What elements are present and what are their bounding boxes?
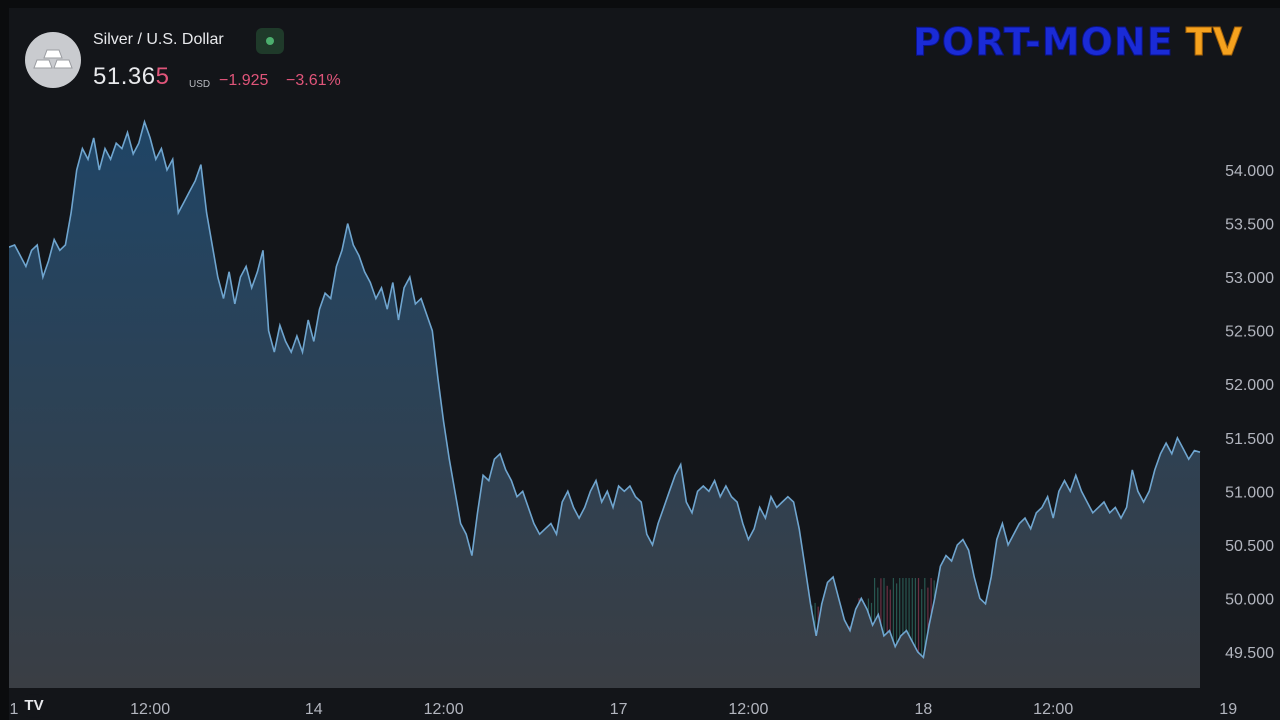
last-price: 51.365 [93,63,169,91]
x-tick-label: 18 [915,701,933,718]
x-tick-label: 12:00 [728,701,768,718]
volume-bar [917,578,920,688]
x-tick-label: 12:00 [130,701,170,718]
market-status-badge[interactable] [256,28,284,54]
x-tick-label: 12:00 [424,701,464,718]
volume-bar [908,578,910,688]
y-tick-label: 53.500 [1225,217,1274,234]
volume-bar [914,578,916,688]
market-open-dot-icon [266,37,274,45]
brand-name: PORT-MONE [913,20,1174,65]
volume-bar [899,578,901,688]
x-axis[interactable]: 1 12:00 14 12:00 17 12:00 18 12:00 19 [10,701,1238,718]
price-last-digit: 5 [155,63,170,90]
y-tick-label: 51.500 [1225,431,1274,448]
volume-bar [911,578,913,688]
price-change: −1.925 [219,72,269,89]
left-border [0,0,9,720]
brand-watermark: PORT-MONE TV [913,20,1244,65]
x-tick-label: 19 [1219,701,1237,718]
volume-bar [921,589,923,688]
top-border [0,0,1280,8]
y-axis[interactable]: 54.000 53.500 53.000 52.500 52.000 51.500 51.0… [1225,163,1274,662]
price-area [9,121,1200,689]
y-tick-label: 52.500 [1225,324,1274,341]
y-tick-label: 51.000 [1225,484,1274,501]
y-tick-label: 54.000 [1225,163,1274,180]
volume-bar [924,578,926,688]
silver-bars-icon [25,32,81,88]
tradingview-logo[interactable]: TV [20,694,48,718]
currency-label: USD [189,79,211,90]
x-tick-label: 14 [305,701,323,718]
brand-suffix: TV [1185,20,1244,65]
volume-bar [883,578,885,688]
y-tick-label: 52.000 [1225,377,1274,394]
price-change-percent: −3.61% [286,72,341,89]
y-tick-label: 53.000 [1225,270,1274,287]
symbol-title[interactable]: Silver / U.S. Dollar [93,31,224,48]
x-tick-label: 1 [10,701,19,718]
x-tick-label: 17 [610,701,628,718]
y-tick-label: 50.000 [1225,591,1274,608]
x-tick-label: 12:00 [1033,701,1073,718]
volume-bar [896,583,898,688]
price-line [8,119,1201,660]
y-tick-label: 49.500 [1225,645,1274,662]
y-tick-label: 50.500 [1225,538,1274,555]
volume-bar [892,578,894,688]
price-main: 51.36 [93,63,156,90]
